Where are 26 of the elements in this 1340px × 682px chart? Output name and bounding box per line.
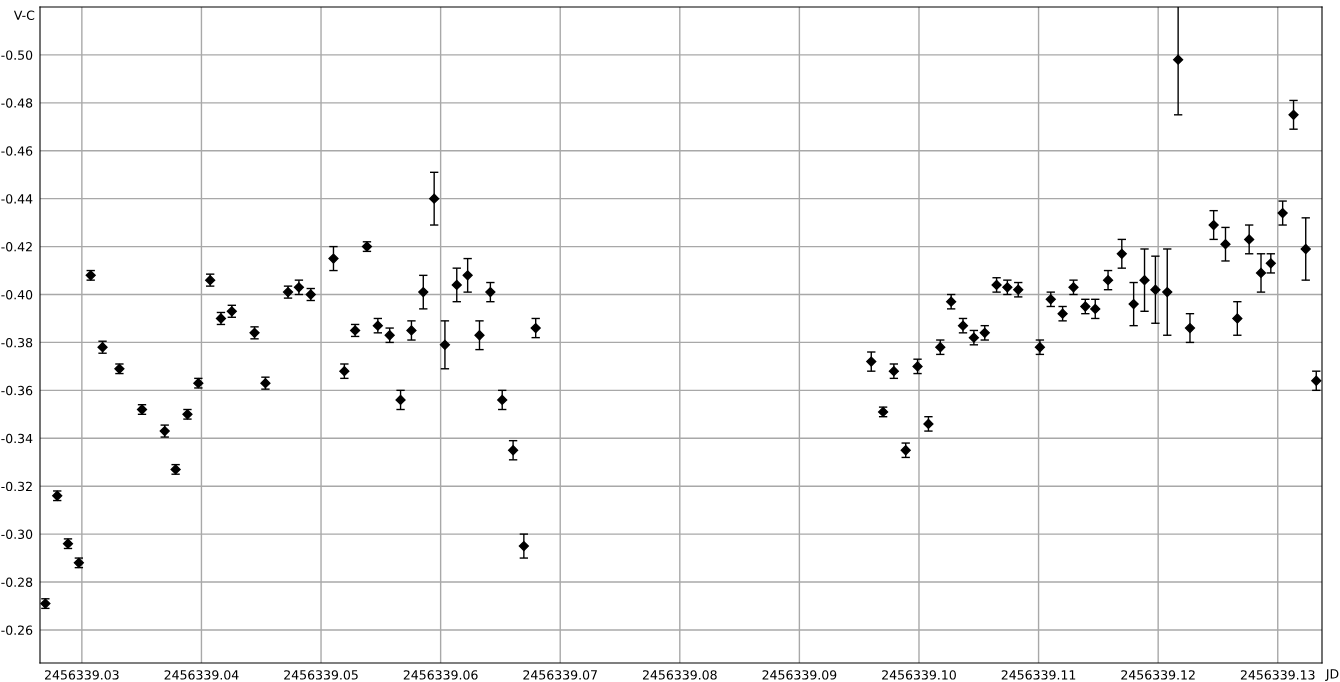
y-tick-label: -0.48: [1, 98, 33, 108]
y-tick-label: -0.34: [1, 433, 33, 444]
x-tick-label: 2456339.10: [882, 670, 956, 680]
y-tick-label: -0.42: [1, 242, 32, 252]
y-tick-label: -0.28: [1, 577, 33, 587]
y-axis-title: V-C: [13, 10, 35, 20]
y-tick-label: -0.50: [1, 50, 33, 60]
x-axis-title: JD: [1325, 669, 1339, 681]
y-tick-label: -0.44: [1, 194, 33, 204]
y-tick-label: -0.40: [1, 289, 33, 300]
x-tick-label: 2456339.09: [762, 670, 837, 680]
y-tick-label: -0.26: [1, 625, 33, 635]
x-tick-label: 2456339.08: [642, 670, 717, 680]
y-tick-label: -0.32: [1, 481, 32, 492]
x-tick-label: 2456339.13: [1240, 670, 1315, 680]
y-tick-label: -0.36: [1, 385, 33, 396]
y-tick-label: -0.30: [1, 529, 33, 540]
x-tick-label: 2456339.04: [164, 670, 239, 680]
x-tick-label: 2456339.07: [523, 670, 597, 680]
y-tick-label: -0.38: [1, 337, 33, 348]
x-tick-label: 2456339.03: [45, 670, 119, 680]
y-tick-label: -0.46: [1, 146, 33, 156]
x-tick-label: 2456339.05: [284, 670, 358, 680]
x-tick-label: 2456339.06: [403, 670, 478, 680]
x-tick-label: 2456339.12: [1121, 670, 1195, 680]
x-tick-label: 2456339.11: [1001, 670, 1076, 680]
